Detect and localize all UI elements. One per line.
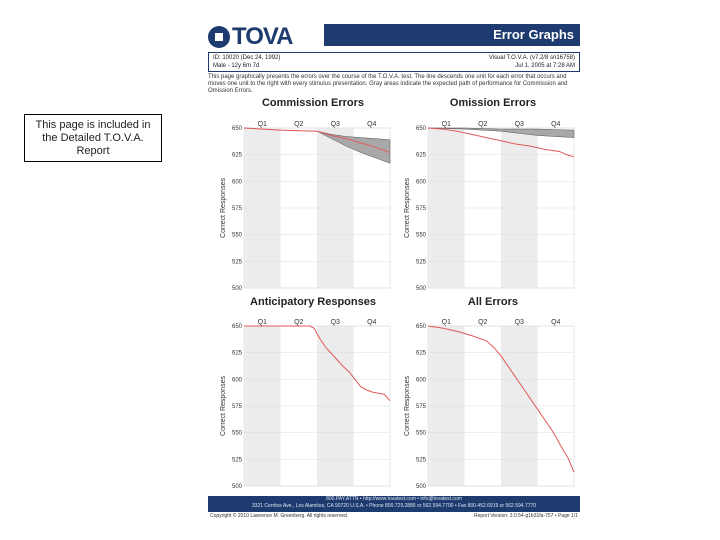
y-tick-label: 550: [232, 233, 243, 239]
anticipatory-responses-title: Anticipatory Responses: [250, 296, 376, 308]
y-tick-label: 650: [416, 126, 427, 132]
report-description: This page graphically presents the error…: [208, 74, 568, 94]
quarter-label: Q3: [331, 121, 340, 128]
y-tick-label: 525: [416, 259, 427, 265]
logo-text: TOVA: [232, 23, 293, 50]
included-note-text: This page is included in the Detailed T.…: [35, 118, 151, 157]
y-tick-label: 625: [416, 351, 427, 357]
y-tick-label: 600: [416, 179, 427, 185]
quarter-label: Q1: [442, 319, 451, 326]
quarter-label: Q3: [515, 121, 524, 128]
quarter-label: Q1: [442, 121, 451, 128]
error-graphs-report: TOVA Error Graphs ID: 10020 (Dec 24, 199…: [208, 20, 580, 520]
report-title: Error Graphs: [493, 27, 574, 42]
patient-sex-age: Male - 12y 6m 7d: [213, 63, 260, 69]
error-line: [243, 127, 391, 154]
anticipatory-responses-chart: Q1 Q2 Q3 Q4 650 625 600 575 550 525 500 Correct Res…: [220, 319, 391, 490]
commission-errors-title: Commission Errors: [261, 97, 365, 109]
quarter-label: Q1: [258, 121, 267, 128]
expected-band: [427, 127, 575, 138]
y-tick-label: 625: [232, 153, 243, 159]
y-tick-label: 625: [232, 351, 243, 357]
y-tick-label: 500: [416, 286, 427, 292]
expected-band: [243, 127, 391, 164]
y-axis-label: Correct Responses: [404, 178, 411, 238]
copyright-text: Copyright © 2010 Lawrence M. Greenberg. …: [210, 513, 349, 519]
y-axis-label: Correct Responses: [404, 376, 411, 436]
all-errors-title: All Errors: [467, 296, 519, 308]
quarter-label: Q2: [294, 319, 303, 326]
y-tick-label: 525: [232, 457, 243, 463]
logo-mark-icon: [208, 26, 230, 48]
y-tick-label: 550: [416, 233, 427, 239]
quarter-label: Q3: [331, 319, 340, 326]
patient-info-box: ID: 10020 (Dec 24, 1992) Male - 12y 6m 7…: [208, 52, 580, 72]
tova-logo: TOVA: [208, 23, 318, 50]
y-tick-label: 625: [416, 153, 427, 159]
error-line: [244, 325, 391, 402]
quarter-label: Q4: [551, 319, 560, 326]
y-tick-label: 575: [416, 404, 427, 410]
patient-id: ID: 10020 (Dec 24, 1992): [213, 55, 281, 61]
report-header: Error Graphs: [324, 24, 580, 46]
omission-errors-title: Omission Errors: [449, 97, 537, 109]
footer-address: 3321 Cerritos Ave., Los Alamitos, CA 907…: [251, 503, 537, 509]
quarter-label: Q4: [367, 121, 376, 128]
y-tick-label: 500: [416, 484, 427, 490]
error-line: [427, 127, 575, 158]
report-version: Report Version: 3.0.54-g1b31fa-757 • Pag…: [473, 513, 578, 519]
y-tick-label: 550: [416, 431, 427, 437]
all-errors-chart: Q1 Q2 Q3 Q4 650 625 600 575 550 525 500 Correct Res…: [404, 319, 575, 490]
quarter-label: Q4: [551, 121, 560, 128]
y-tick-label: 500: [232, 484, 243, 490]
quarter-label: Q2: [478, 319, 487, 326]
quarter-label: Q2: [478, 121, 487, 128]
omission-errors-chart: Q1 Q2 Q3 Q4 650 625 600 575 550 525 500 Correct Res…: [404, 121, 575, 292]
y-tick-label: 500: [232, 286, 243, 292]
y-tick-label: 575: [232, 404, 243, 410]
quarter-label: Q4: [367, 319, 376, 326]
y-axis-label: Correct Responses: [220, 178, 227, 238]
report-footer: 800.PAY.ATTN • http://www.tovatest.com •…: [208, 496, 580, 512]
y-tick-label: 525: [416, 457, 427, 463]
y-tick-label: 650: [232, 324, 243, 330]
y-tick-label: 575: [416, 206, 427, 212]
y-tick-label: 650: [232, 126, 243, 132]
y-tick-label: 600: [232, 377, 243, 383]
y-tick-label: 650: [416, 324, 427, 330]
commission-errors-chart: Q1 Q2 Q3 Q4 650 625 600 575 550 525 500 Correct Res…: [220, 121, 391, 292]
y-axis-label: Correct Responses: [220, 376, 227, 436]
footer-meta: Copyright © 2010 Lawrence M. Greenberg. …: [208, 512, 580, 520]
test-date: Jul 1, 2005 at 7:28 AM: [515, 63, 575, 69]
y-tick-label: 600: [416, 377, 427, 383]
test-version: Visual T.O.V.A. (v7.2/8 sn16758): [488, 55, 575, 61]
quarter-label: Q2: [294, 121, 303, 128]
y-tick-label: 525: [232, 259, 243, 265]
footer-contact: 800.PAY.ATTN • http://www.tovatest.com •…: [326, 496, 462, 502]
y-tick-label: 600: [232, 179, 243, 185]
quarter-label: Q3: [515, 319, 524, 326]
y-tick-label: 550: [232, 431, 243, 437]
quarter-label: Q1: [258, 319, 267, 326]
error-line: [427, 325, 575, 473]
y-tick-label: 575: [232, 206, 243, 212]
included-note: This page is included in the Detailed T.…: [24, 114, 162, 162]
